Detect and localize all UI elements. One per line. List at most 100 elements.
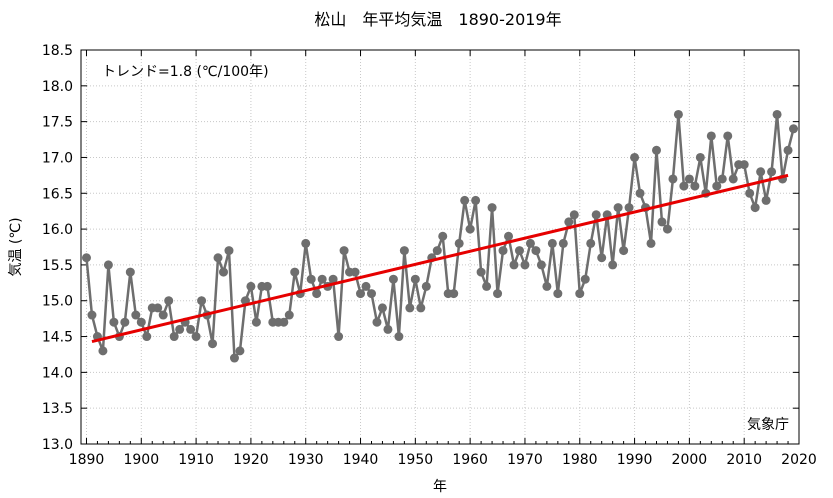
- data-point: [690, 181, 700, 191]
- data-point: [586, 238, 596, 248]
- data-point: [235, 346, 245, 356]
- data-point: [525, 238, 535, 248]
- y-tick-label: 14.5: [42, 330, 73, 346]
- y-tick-label: 17.5: [42, 115, 73, 131]
- x-tick-label: 1970: [507, 452, 543, 468]
- data-point: [125, 267, 135, 277]
- data-point: [487, 203, 497, 213]
- data-point: [136, 317, 146, 327]
- data-point: [569, 210, 579, 220]
- y-tick-label: 15.0: [42, 294, 73, 310]
- data-point: [394, 332, 404, 342]
- data-point: [695, 152, 705, 162]
- data-point: [131, 310, 141, 320]
- data-point: [229, 353, 239, 363]
- y-tick-label: 17.0: [42, 150, 73, 166]
- data-point: [482, 281, 492, 291]
- data-point: [706, 131, 716, 141]
- data-point: [564, 217, 574, 227]
- data-point: [312, 289, 322, 299]
- data-point: [619, 246, 629, 256]
- x-tick-label: 1890: [69, 452, 105, 468]
- data-point: [416, 303, 426, 313]
- data-point: [635, 188, 645, 198]
- data-point: [103, 260, 113, 270]
- data-point: [761, 195, 771, 205]
- data-point: [728, 174, 738, 184]
- trend-line: [91, 173, 789, 344]
- x-tick-label: 1940: [343, 452, 379, 468]
- data-point: [213, 253, 223, 263]
- data-point: [509, 260, 519, 270]
- data-point: [290, 267, 300, 277]
- data-point: [597, 253, 607, 263]
- data-point: [580, 274, 590, 284]
- data-point: [668, 174, 678, 184]
- data-point: [575, 289, 585, 299]
- data-point: [356, 289, 366, 299]
- data-point: [613, 203, 623, 213]
- data-point: [377, 303, 387, 313]
- data-point: [531, 246, 541, 256]
- data-point: [169, 332, 179, 342]
- data-point: [251, 317, 261, 327]
- grid: [81, 49, 800, 445]
- data-point: [208, 339, 218, 349]
- data-point: [317, 274, 327, 284]
- data-point: [789, 124, 799, 134]
- x-tick-label: 2020: [781, 452, 817, 468]
- data-point: [224, 246, 234, 256]
- data-point: [366, 289, 376, 299]
- data-point: [750, 203, 760, 213]
- data-point: [334, 332, 344, 342]
- y-tick-label: 15.5: [42, 258, 73, 274]
- data-point: [460, 195, 470, 205]
- x-axis: 1890 1900 1910 1920 1930 1940 1950 1960 1970 1980…: [69, 50, 817, 468]
- data-point: [246, 281, 256, 291]
- data-point: [421, 281, 431, 291]
- data-point: [553, 289, 563, 299]
- data-point: [608, 260, 618, 270]
- data-point: [454, 238, 464, 248]
- source-label: 気象庁: [747, 417, 789, 433]
- data-point: [646, 238, 656, 248]
- data-point: [591, 210, 601, 220]
- x-axis-label: 年: [433, 479, 447, 495]
- data-series: [81, 109, 799, 363]
- data-point: [476, 267, 486, 277]
- plot-frame: [80, 49, 800, 445]
- y-tick-label: 14.0: [42, 365, 73, 381]
- data-point: [306, 274, 316, 284]
- y-tick-label: 13.5: [42, 401, 73, 417]
- chart-title: 松山 年平均気温 1890-2019年: [314, 10, 561, 29]
- data-point: [164, 296, 174, 306]
- data-point: [186, 324, 196, 334]
- data-point: [657, 217, 667, 227]
- x-tick-label: 1980: [562, 452, 598, 468]
- data-point: [520, 260, 530, 270]
- data-point: [465, 224, 475, 234]
- data-point: [684, 174, 694, 184]
- data-point: [284, 310, 294, 320]
- data-point: [361, 281, 371, 291]
- data-point: [558, 238, 568, 248]
- x-tick-label: 1920: [233, 452, 269, 468]
- data-point: [328, 274, 338, 284]
- data-point: [109, 317, 119, 327]
- x-tick-label: 2000: [672, 452, 708, 468]
- data-point: [449, 289, 459, 299]
- data-point: [630, 152, 640, 162]
- data-point: [372, 317, 382, 327]
- data-point: [87, 310, 97, 320]
- x-tick-label: 1930: [288, 452, 324, 468]
- y-tick-label: 18.0: [42, 79, 73, 95]
- data-point: [712, 181, 722, 191]
- data-point: [388, 274, 398, 284]
- data-point: [756, 167, 766, 177]
- data-point: [153, 303, 163, 313]
- series-line: [85, 114, 795, 362]
- x-tick-label: 1950: [398, 452, 434, 468]
- data-point: [98, 346, 108, 356]
- data-point: [536, 260, 546, 270]
